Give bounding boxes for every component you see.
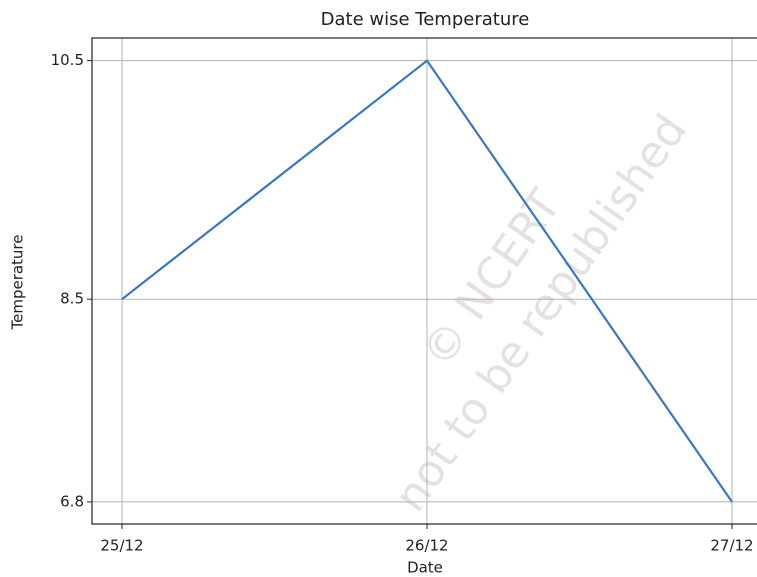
x-tick-label: 26/12 [405, 537, 448, 555]
x-axis-label: Date [407, 559, 443, 577]
y-tick-label: 8.5 [60, 290, 84, 308]
x-tick-label: 25/12 [100, 537, 143, 555]
chart-title: Date wise Temperature [321, 9, 530, 30]
y-axis-label: Temperature [9, 234, 27, 330]
plot-frame [91, 37, 757, 525]
y-tick-label: 6.8 [60, 492, 84, 510]
y-tick-label: 10.5 [51, 51, 84, 69]
line-series [121, 59, 733, 503]
watermark-text: not to be republished [385, 105, 697, 520]
watermark: © NCERT not to be republished [385, 105, 697, 520]
x-tick-label: 27/12 [710, 537, 753, 555]
